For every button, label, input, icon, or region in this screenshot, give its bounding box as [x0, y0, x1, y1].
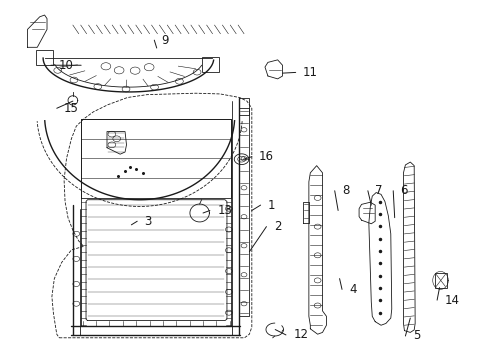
Text: 12: 12 [293, 328, 307, 341]
Text: 15: 15 [64, 102, 79, 115]
Text: 14: 14 [444, 294, 459, 307]
Text: 10: 10 [58, 59, 73, 72]
Text: 1: 1 [267, 199, 275, 212]
Text: 13: 13 [217, 204, 232, 217]
Text: 11: 11 [303, 66, 317, 79]
Text: 9: 9 [161, 33, 169, 47]
Text: 2: 2 [273, 220, 281, 233]
Text: 8: 8 [341, 184, 349, 197]
Text: 6: 6 [400, 184, 407, 197]
Text: 7: 7 [374, 184, 382, 197]
Text: 5: 5 [412, 329, 419, 342]
Text: 4: 4 [348, 283, 356, 296]
Text: 16: 16 [259, 150, 274, 163]
Text: 3: 3 [144, 215, 152, 228]
